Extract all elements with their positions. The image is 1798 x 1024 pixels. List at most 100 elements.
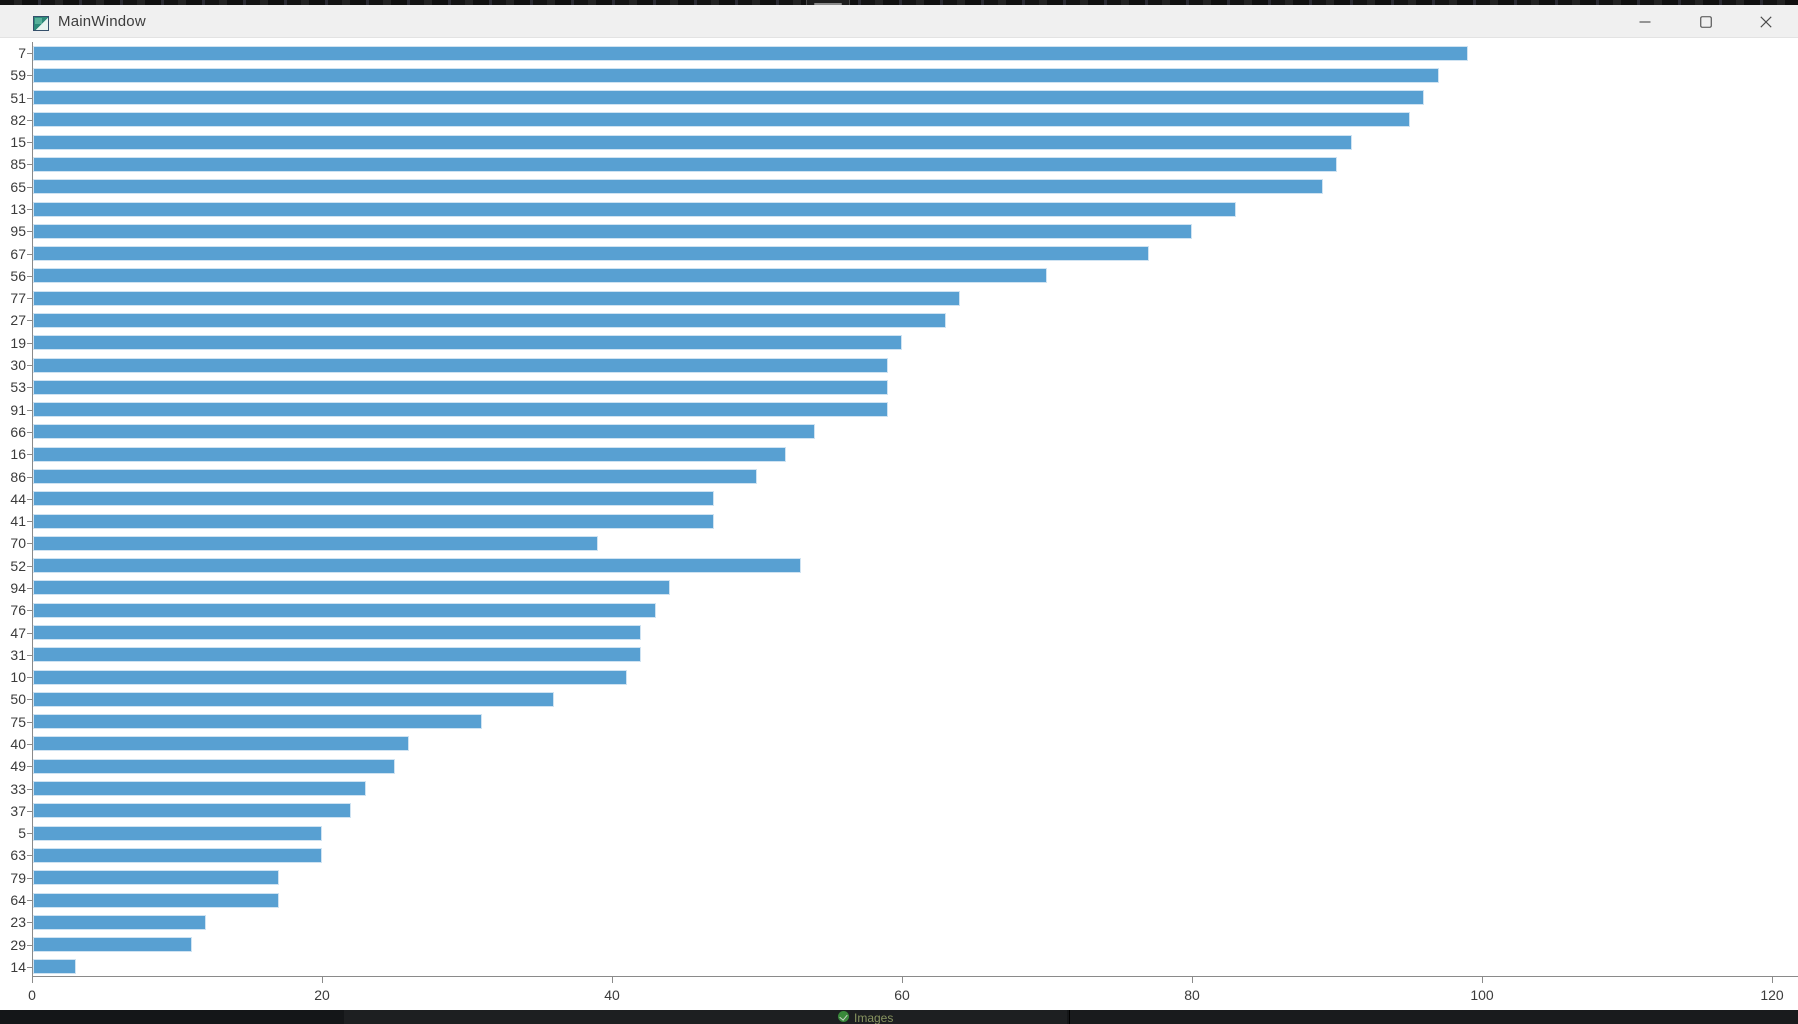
background-window-sliver [0,0,1798,5]
bar [33,223,1192,239]
y-tick-mark [27,498,32,500]
y-tick-mark [27,521,32,523]
bar [33,402,888,418]
x-tick-mark [32,977,33,983]
y-tick-label: 77 [10,290,26,307]
x-tick-mark [1192,977,1193,983]
x-tick-mark [612,977,613,983]
bar [33,937,192,953]
y-tick-label: 14 [10,958,26,975]
y-tick-label: 66 [10,423,26,440]
bar [33,134,1352,150]
plot-area: 7 59 51 82 15 85 65 13 95 67 56 77 27 19 30 53 91 66 16 86 4… [0,38,1798,1010]
grip-line [814,3,842,5]
y-tick-label: 95 [10,223,26,240]
y-tick-label: 13 [10,201,26,218]
minimize-icon [1639,20,1651,23]
bar [33,914,206,930]
y-tick-label: 85 [10,156,26,173]
maximize-button[interactable] [1683,5,1729,38]
y-tick-mark [27,298,32,300]
y-tick-mark [27,409,32,411]
bar-chart: 7 59 51 82 15 85 65 13 95 67 56 77 27 19 30 53 91 66 16 86 4… [0,38,1798,1010]
y-tick-mark [27,365,32,367]
y-tick-label: 50 [10,691,26,708]
y-tick-mark [27,877,32,879]
y-tick-label: 33 [10,780,26,797]
y-tick-mark [27,699,32,701]
bar [33,201,1236,217]
y-tick-mark [27,209,32,211]
bar [33,290,960,306]
bar [33,691,554,707]
x-tick-label: 120 [1760,987,1784,1003]
bar [33,736,409,752]
bar [33,357,888,373]
y-tick-mark [27,320,32,322]
y-axis-line [32,42,33,976]
bar [33,803,351,819]
y-tick-label: 44 [10,490,26,507]
y-tick-label: 27 [10,312,26,329]
y-tick-mark [27,632,32,634]
y-tick-label: 91 [10,401,26,418]
y-tick-label: 63 [10,847,26,864]
y-tick-label: 15 [10,134,26,151]
x-tick-label: 20 [314,987,330,1003]
x-tick-mark [322,977,323,983]
x-tick-mark [1772,977,1773,983]
y-tick-mark [27,966,32,968]
y-tick-label: 29 [10,936,26,953]
bar [33,179,1323,195]
y-tick-mark [27,142,32,144]
app-icon [33,16,49,31]
bar [33,335,902,351]
titlebar[interactable]: MainWindow [0,5,1798,38]
bar [33,625,641,641]
y-tick-label: 5 [18,825,26,842]
bar [33,469,757,484]
y-tick-label: 59 [10,67,26,84]
y-tick-mark [27,610,32,612]
y-tick-label: 52 [10,557,26,574]
bar [33,424,815,440]
taskbar[interactable]: Images [0,1010,1798,1024]
y-tick-mark [27,253,32,255]
y-tick-label: 37 [10,802,26,819]
close-button[interactable] [1743,5,1789,38]
y-tick-label: 40 [10,735,26,752]
y-tick-mark [27,454,32,456]
y-tick-mark [27,97,32,99]
x-axis-line [32,976,1798,977]
bar [33,870,279,886]
bar [33,90,1424,106]
y-tick-label: 67 [10,245,26,262]
bar [33,156,1337,172]
bar [33,647,641,663]
x-tick-mark [1482,977,1483,983]
bar [33,491,714,507]
y-tick-label: 7 [18,45,26,61]
y-tick-mark [27,900,32,902]
bar [33,602,656,618]
minimize-button[interactable] [1622,5,1668,38]
y-tick-mark [27,342,32,344]
bar [33,781,366,797]
maximize-icon [1700,15,1712,28]
y-tick-mark [27,743,32,745]
y-tick-mark [27,833,32,835]
y-tick-mark [27,119,32,121]
bar [33,67,1439,83]
x-tick-label: 40 [604,987,620,1003]
x-tick-mark [902,977,903,983]
bar [33,669,627,685]
y-tick-label: 23 [10,914,26,931]
x-tick-label: 80 [1184,987,1200,1003]
bar [33,959,76,975]
taskbar-status-label: Images [854,1011,894,1024]
y-tick-mark [27,231,32,233]
y-tick-mark [27,476,32,478]
y-tick-mark [27,587,32,589]
y-tick-label: 75 [10,713,26,730]
y-tick-label: 86 [10,468,26,485]
